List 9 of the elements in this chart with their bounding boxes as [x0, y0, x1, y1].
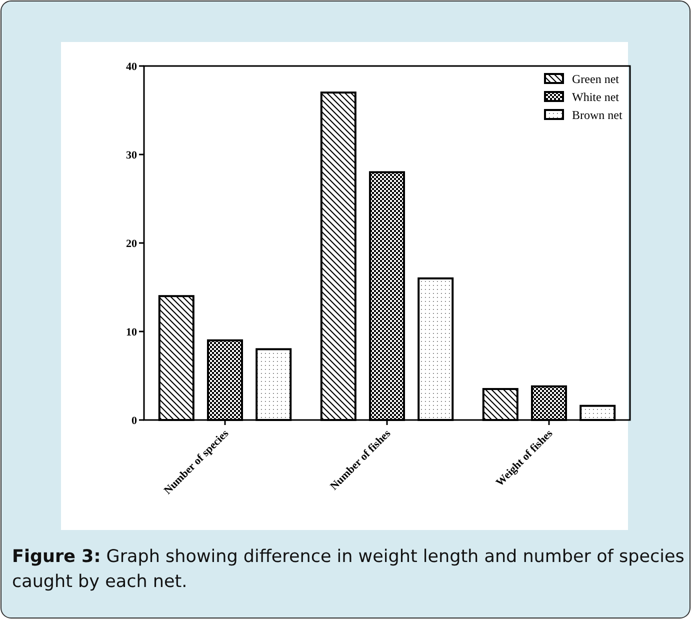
y-tick-label: 30 [126, 149, 138, 162]
legend-label: Brown net [572, 108, 623, 122]
y-tick-label: 20 [126, 238, 138, 250]
legend-label: White net [572, 90, 620, 104]
caption: Figure 3: Graph showing difference in weight length and number of species caught by each net. [12, 547, 684, 592]
y-tick-label: 40 [126, 60, 138, 73]
y-tick-label: 10 [126, 326, 138, 338]
legend-label: Green net [572, 72, 620, 86]
y-tick-label: 0 [132, 414, 138, 427]
